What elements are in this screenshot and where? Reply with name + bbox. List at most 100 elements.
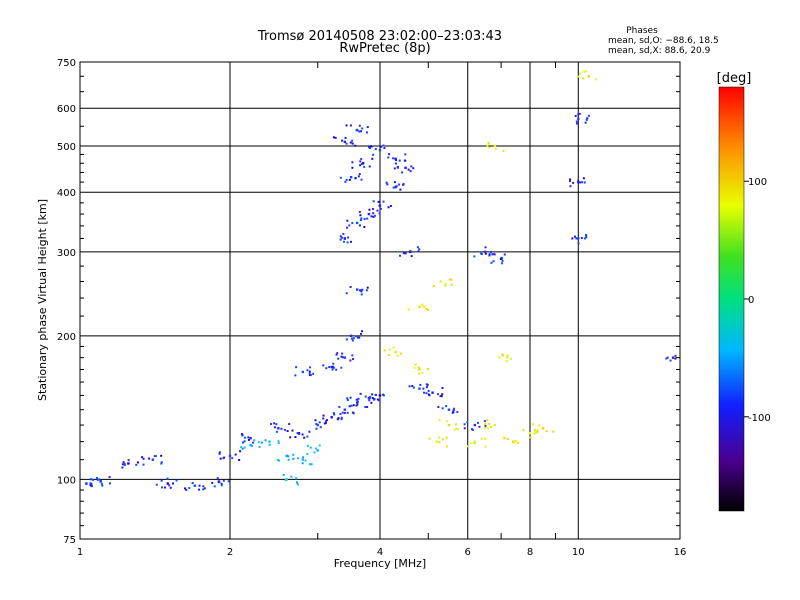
data-point — [421, 371, 424, 374]
data-point — [360, 293, 363, 296]
data-point — [306, 444, 309, 447]
data-point — [352, 412, 355, 415]
data-point — [377, 200, 380, 203]
data-point — [92, 478, 95, 481]
data-point — [355, 221, 359, 225]
data-point — [435, 440, 438, 443]
data-point — [373, 398, 376, 401]
data-point — [356, 336, 359, 339]
data-point — [287, 458, 290, 461]
data-point — [361, 127, 364, 130]
data-point — [392, 346, 395, 349]
data-point — [360, 158, 363, 161]
data-point — [308, 430, 311, 433]
data-point — [218, 452, 221, 455]
data-point — [243, 436, 246, 439]
data-point — [569, 180, 572, 183]
data-point — [337, 417, 340, 420]
data-point — [501, 354, 504, 357]
data-point — [202, 488, 205, 491]
data-point — [277, 440, 280, 443]
data-point — [484, 445, 487, 448]
data-point — [368, 397, 371, 400]
data-point — [476, 421, 479, 424]
data-point — [359, 219, 362, 222]
data-point — [296, 432, 299, 435]
data-point — [220, 484, 223, 487]
data-point — [218, 451, 221, 454]
data-point — [399, 188, 402, 191]
data-point — [438, 436, 441, 439]
data-point — [360, 130, 363, 133]
data-point — [378, 204, 381, 207]
data-point — [241, 441, 244, 444]
data-point — [372, 215, 375, 218]
data-point — [282, 473, 285, 476]
data-point — [444, 285, 447, 288]
data-point — [418, 387, 421, 390]
y-tick-label: 500 — [57, 142, 76, 153]
data-point — [417, 366, 420, 369]
data-point — [395, 185, 398, 188]
data-point — [142, 457, 145, 460]
data-point — [484, 437, 487, 440]
data-point — [438, 441, 441, 444]
data-point — [407, 168, 410, 171]
data-point — [198, 484, 201, 487]
data-point — [294, 436, 297, 439]
data-point — [347, 236, 350, 239]
data-point — [490, 261, 493, 264]
data-point — [308, 463, 311, 466]
data-point — [394, 162, 397, 165]
data-point — [296, 481, 299, 484]
data-point — [409, 170, 412, 173]
data-point — [665, 357, 668, 360]
data-point — [365, 131, 368, 134]
data-point — [315, 423, 318, 426]
data-point — [410, 255, 413, 258]
data-point — [374, 148, 377, 151]
data-point — [388, 353, 391, 356]
data-point — [351, 161, 354, 164]
data-point — [219, 457, 222, 460]
data-point — [423, 305, 426, 308]
data-point — [484, 422, 487, 425]
x-tick-label: 2 — [227, 547, 233, 558]
data-point — [490, 250, 493, 253]
data-point — [578, 72, 581, 75]
data-point — [241, 447, 244, 450]
data-point — [285, 454, 288, 458]
data-point — [314, 419, 317, 422]
data-point — [240, 446, 243, 449]
data-point — [291, 429, 294, 432]
data-point — [480, 437, 483, 440]
data-point — [325, 367, 328, 370]
data-point — [108, 482, 111, 485]
data-point — [383, 147, 386, 150]
data-point — [166, 482, 169, 485]
data-point — [99, 479, 102, 482]
data-point — [378, 148, 382, 152]
x-tick-label: 6 — [465, 547, 471, 558]
data-point — [355, 335, 358, 338]
data-point — [382, 394, 385, 397]
data-point — [370, 145, 373, 148]
data-point — [121, 466, 124, 469]
data-point — [574, 114, 577, 117]
data-point — [249, 443, 252, 447]
data-point — [283, 428, 286, 431]
data-point — [432, 285, 435, 288]
data-point — [418, 248, 421, 251]
data-point — [451, 411, 454, 414]
data-point — [400, 352, 403, 355]
data-point — [528, 431, 532, 435]
data-point — [345, 292, 348, 295]
data-point — [142, 463, 145, 466]
data-point — [450, 278, 453, 281]
data-point — [431, 391, 434, 394]
data-point — [545, 430, 548, 433]
data-point — [346, 226, 349, 229]
data-point — [536, 430, 539, 433]
data-point — [351, 166, 354, 169]
data-point — [231, 457, 234, 460]
